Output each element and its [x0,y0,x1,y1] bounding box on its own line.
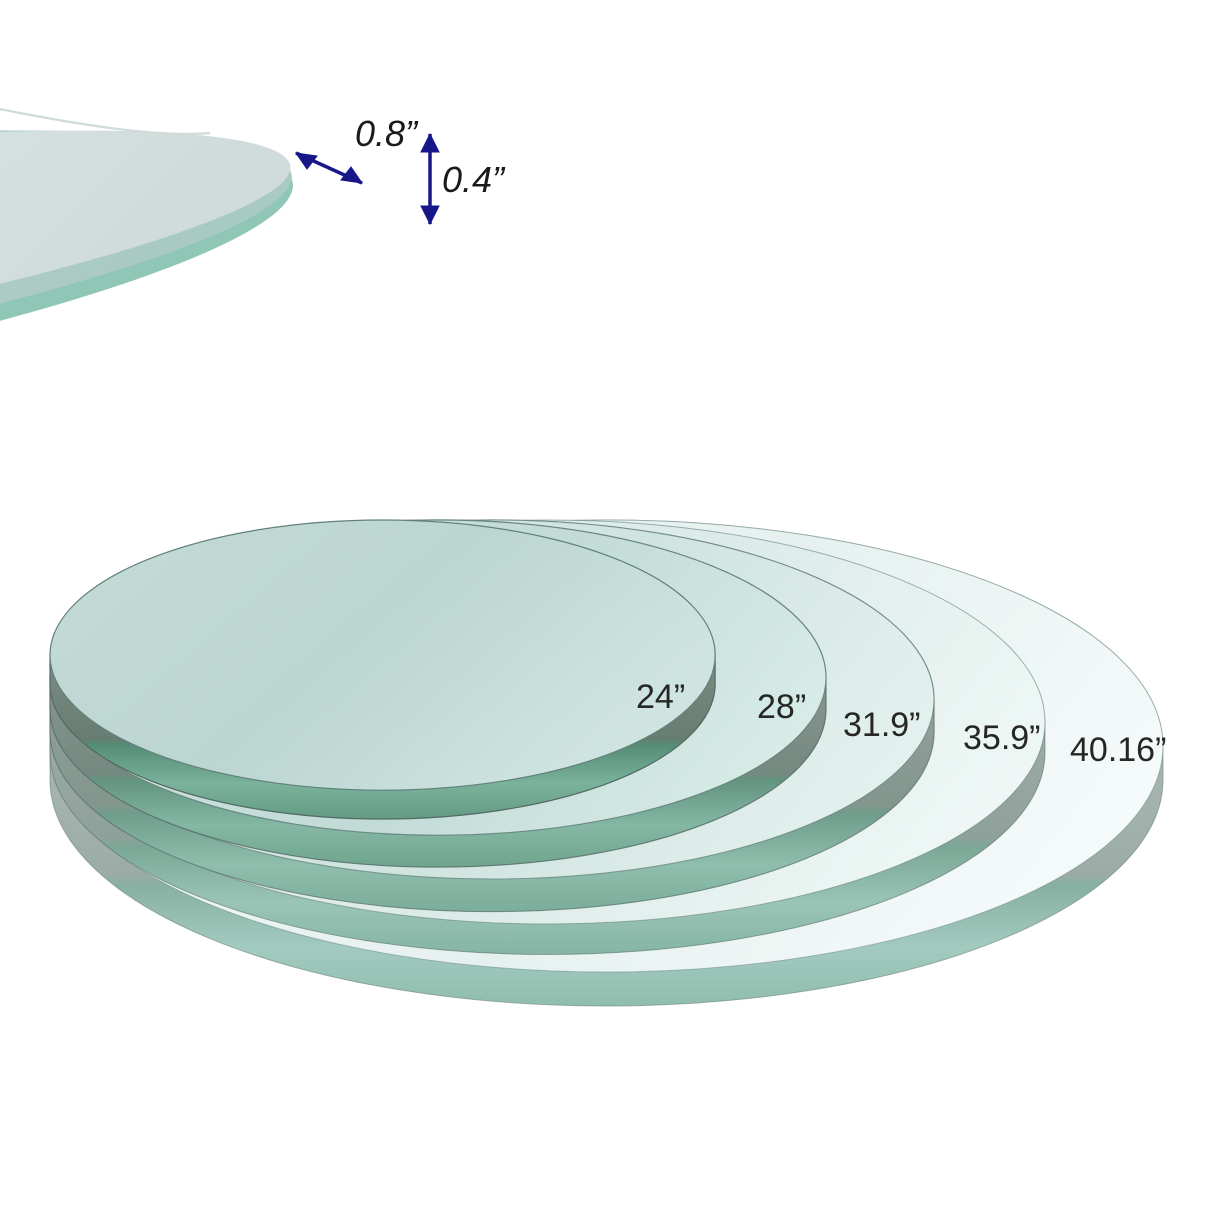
svg-text:35.9”: 35.9” [963,719,1041,757]
svg-text:31.9”: 31.9” [843,706,921,744]
svg-text:40.16”: 40.16” [1070,731,1166,769]
svg-text:24”: 24” [636,678,685,716]
svg-text:28”: 28” [757,688,806,726]
svg-text:0.8”: 0.8” [355,113,419,154]
svg-text:0.4”: 0.4” [442,159,506,200]
